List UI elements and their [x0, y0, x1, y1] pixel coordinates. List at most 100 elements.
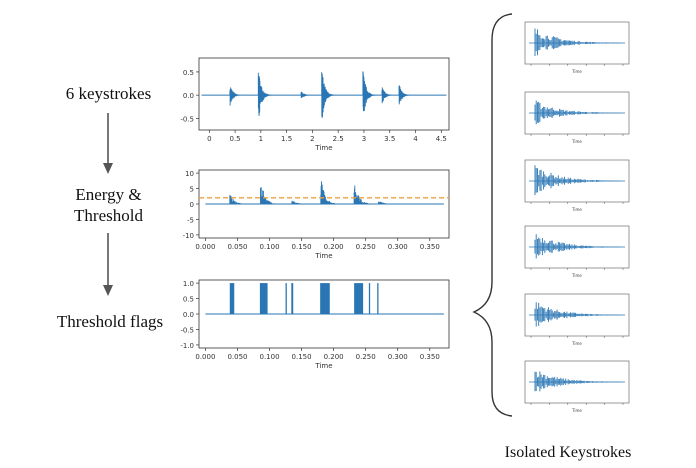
- label-isolated-keystrokes: Isolated Keystrokes: [504, 444, 632, 461]
- energy-burst: [291, 200, 307, 204]
- isolated-keystroke-plots: Time Time Time Time Time Time: [524, 21, 630, 413]
- energy-burst: [260, 187, 275, 204]
- flag-bar: [291, 283, 294, 314]
- keystroke-burst: [229, 87, 245, 106]
- x-axis-label: Time: [314, 144, 332, 152]
- mini-plot-frame: [524, 91, 630, 135]
- x-tick-label: 0.250: [356, 353, 376, 361]
- flag-bar: [285, 283, 287, 314]
- label-threshold-line: Threshold: [74, 206, 143, 225]
- y-tick-label: -1.0: [180, 342, 194, 350]
- x-axis-label: Time: [314, 252, 332, 260]
- waveform-plot: 0 0.5 1 1.5 2 2.5 3 3.5 4 4.5 0.5 0.0 -0.5 Time: [180, 57, 450, 152]
- x-tick-label: 1.5: [281, 135, 292, 143]
- mini-x-axis-label: Time: [571, 69, 582, 74]
- mini-x-axis-label: Time: [571, 341, 582, 346]
- x-tick-label: 0.050: [227, 243, 247, 251]
- x-tick-label: 4: [413, 135, 418, 143]
- mini-plot-frame: [524, 225, 630, 269]
- isolated-keystroke-plot: Time: [524, 293, 630, 346]
- x-tick-label: 0.100: [259, 243, 279, 251]
- isolated-keystroke-plot: Time: [524, 91, 630, 144]
- mini-waveform: [534, 165, 621, 196]
- isolated-keystroke-plot: Time: [524, 21, 630, 74]
- flag-bar: [259, 283, 268, 314]
- flag-bar: [320, 283, 330, 314]
- x-tick-label: 0.100: [259, 353, 279, 361]
- flag-bar: [377, 283, 379, 314]
- isolated-keystroke-plot: Time: [524, 360, 630, 413]
- keystroke-burst: [381, 87, 397, 104]
- plot-frame: [198, 57, 450, 131]
- mini-plot-frame: [524, 293, 630, 337]
- x-tick-label: 0.250: [356, 243, 376, 251]
- x-tick-label: 2: [310, 135, 314, 143]
- x-tick-label: 0.150: [292, 353, 312, 361]
- x-tick-label: 3: [362, 135, 366, 143]
- y-tick-label: 5: [190, 186, 194, 194]
- x-tick-label: 0.350: [420, 243, 440, 251]
- x-tick-label: 0.200: [324, 243, 344, 251]
- y-tick-label: -5: [187, 216, 194, 224]
- y-tick-label: 0.0: [183, 311, 194, 319]
- x-tick-label: 0.200: [324, 353, 344, 361]
- keystroke-burst: [362, 71, 378, 112]
- keystroke-burst: [257, 72, 274, 116]
- threshold-flags-plot: 0.000 0.050 0.100 0.150 0.200 0.250 0.300 0.350…: [180, 279, 450, 370]
- y-tick-label: 0.0: [183, 92, 194, 100]
- keystroke-burst: [300, 91, 316, 98]
- flag-bar: [229, 283, 235, 314]
- mini-x-axis-label: Time: [571, 139, 582, 144]
- y-tick-label: -0.5: [180, 115, 194, 123]
- x-tick-label: 0.5: [230, 135, 241, 143]
- x-tick-label: 0.150: [292, 243, 312, 251]
- energy-burst: [378, 201, 393, 204]
- mini-plot-frame: [524, 21, 630, 65]
- x-tick-label: 0.300: [388, 353, 408, 361]
- energy-threshold-plot: 0.000 0.050 0.100 0.150 0.200 0.250 0.300 0.350…: [183, 169, 450, 260]
- x-tick-label: 0.050: [227, 353, 247, 361]
- label-energy-threshold: Energy & Threshold: [36, 184, 181, 226]
- x-tick-label: 3.5: [384, 135, 395, 143]
- x-tick-label: 0.350: [420, 353, 440, 361]
- x-tick-label: 1: [259, 135, 263, 143]
- mini-waveform: [534, 100, 621, 125]
- y-tick-label: 0.5: [183, 69, 194, 77]
- y-tick-label: 1.0: [183, 280, 194, 288]
- y-tick-label: -0.5: [180, 326, 194, 334]
- mini-plot-frame: [524, 360, 630, 404]
- energy-burst: [320, 181, 335, 204]
- keystroke-burst: [321, 72, 337, 118]
- mini-waveform: [534, 302, 621, 327]
- y-tick-label: -10: [183, 232, 194, 240]
- mini-waveform: [534, 28, 621, 56]
- x-tick-label: 0: [207, 135, 211, 143]
- x-axis-label: Time: [314, 362, 332, 370]
- mini-waveform: [534, 234, 621, 259]
- mini-waveform: [534, 371, 621, 392]
- energy-burst: [353, 185, 369, 204]
- mini-x-axis-label: Time: [571, 207, 582, 212]
- mini-x-axis-label: Time: [571, 273, 582, 278]
- flow-arrow-1: [103, 113, 113, 174]
- flag-bar: [368, 283, 371, 314]
- label-six-keystrokes: 6 keystrokes: [65, 84, 152, 103]
- y-tick-label: 10: [185, 170, 194, 178]
- x-tick-label: 0.000: [195, 243, 215, 251]
- isolated-keystroke-plot: Time: [524, 159, 630, 212]
- y-tick-label: 0.5: [183, 296, 194, 304]
- flag-bar: [354, 283, 364, 314]
- energy-burst: [229, 195, 244, 204]
- x-tick-label: 0.300: [388, 243, 408, 251]
- x-tick-label: 0.000: [195, 353, 215, 361]
- label-energy-line: Energy &: [75, 185, 142, 204]
- label-threshold-flags: Threshold flags: [56, 312, 164, 331]
- keystroke-burst: [398, 85, 414, 105]
- x-tick-label: 2.5: [333, 135, 344, 143]
- grouping-bracket: [472, 13, 513, 417]
- mini-plot-frame: [524, 159, 630, 203]
- mini-x-axis-label: Time: [571, 408, 582, 413]
- flow-arrow-2: [103, 233, 113, 296]
- isolated-keystroke-plot: Time: [524, 225, 630, 278]
